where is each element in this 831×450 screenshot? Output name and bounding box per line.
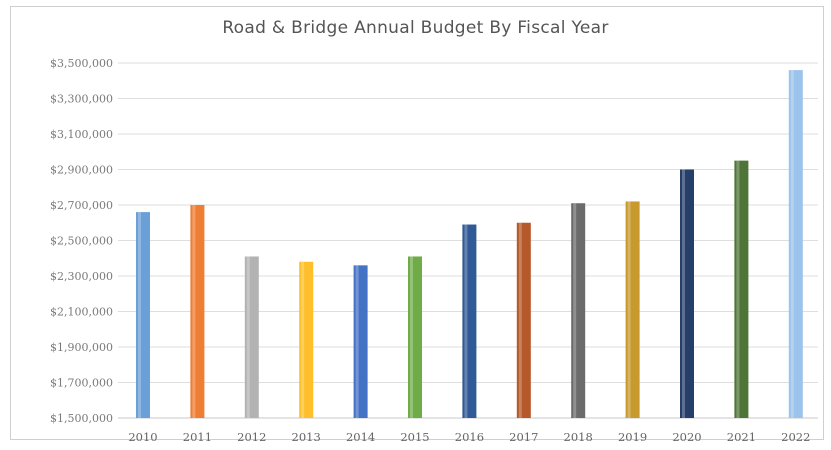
bar [136, 212, 150, 418]
y-tick-label: $3,300,000 [50, 93, 113, 106]
bar-2016 [462, 224, 477, 418]
x-tick-label: 2021 [727, 430, 756, 444]
bar-2022 [788, 70, 803, 418]
y-tick-label: $2,900,000 [50, 164, 113, 177]
bar-highlight [790, 70, 794, 418]
bar-2011 [190, 205, 205, 418]
bar-highlight [627, 201, 631, 418]
y-tick-label: $1,500,000 [50, 412, 113, 425]
x-tick-label: 2014 [346, 430, 375, 444]
bar [516, 222, 531, 418]
x-tick-label: 2017 [509, 430, 538, 444]
bar-highlight [246, 256, 250, 418]
bar-highlight [355, 265, 359, 418]
x-tick-label: 2015 [400, 430, 429, 444]
bar-highlight [410, 256, 413, 418]
x-tick-label: 2019 [618, 430, 647, 444]
y-tick-label: $1,700,000 [50, 377, 113, 390]
x-tick-label: 2018 [564, 430, 593, 444]
grid-lines [118, 62, 818, 419]
bar [299, 261, 314, 418]
y-tick-label: $2,700,000 [50, 199, 113, 212]
bars [136, 70, 803, 418]
bar [571, 203, 586, 418]
bar-2010 [136, 212, 150, 418]
y-tick-label: $2,500,000 [50, 235, 113, 248]
bar [462, 224, 477, 418]
bar [353, 265, 368, 418]
x-tick-label: 2013 [292, 430, 321, 444]
bar-2015 [408, 256, 422, 418]
bar-2018 [571, 203, 586, 418]
y-axis-ticks: $1,500,000 $1,700,000 $1,900,000 $2,100,000… [50, 57, 113, 425]
x-tick-label: 2010 [128, 430, 157, 444]
bar-2017 [516, 222, 531, 418]
y-tick-label: $1,900,000 [50, 341, 113, 354]
bar-2012 [244, 256, 259, 418]
y-tick-label: $3,500,000 [50, 57, 113, 70]
y-tick-label: $2,100,000 [50, 306, 113, 319]
bar-2014 [353, 265, 368, 418]
x-tick-label: 2012 [237, 430, 266, 444]
bar [734, 160, 749, 418]
bar [680, 169, 694, 418]
y-tick-label: $3,100,000 [50, 128, 113, 141]
chart-title: Road & Bridge Annual Budget By Fiscal Ye… [222, 18, 609, 38]
x-tick-label: 2020 [672, 430, 701, 444]
bar-highlight [573, 203, 577, 418]
y-tick-label: $2,300,000 [50, 270, 113, 283]
x-tick-label: 2022 [781, 430, 810, 444]
bar-2019 [625, 201, 640, 418]
bar [408, 256, 422, 418]
x-axis-ticks: 2010 2011 2012 2013 2014 2015 2016 2017 2018 2019… [128, 430, 810, 444]
bar [190, 205, 205, 418]
bar-highlight [464, 224, 468, 418]
bar-highlight [192, 205, 196, 418]
x-tick-label: 2016 [455, 430, 484, 444]
bar [625, 201, 640, 418]
bar-highlight [138, 212, 141, 418]
bar-highlight [518, 222, 522, 418]
bar-2021 [734, 160, 749, 418]
bar-2013 [299, 261, 314, 418]
x-tick-label: 2011 [183, 430, 212, 444]
bar-highlight [736, 160, 740, 418]
bar [244, 256, 259, 418]
bar-highlight [301, 261, 305, 418]
bar [788, 70, 803, 418]
bar-2020 [680, 169, 694, 418]
bar-highlight [682, 169, 685, 418]
